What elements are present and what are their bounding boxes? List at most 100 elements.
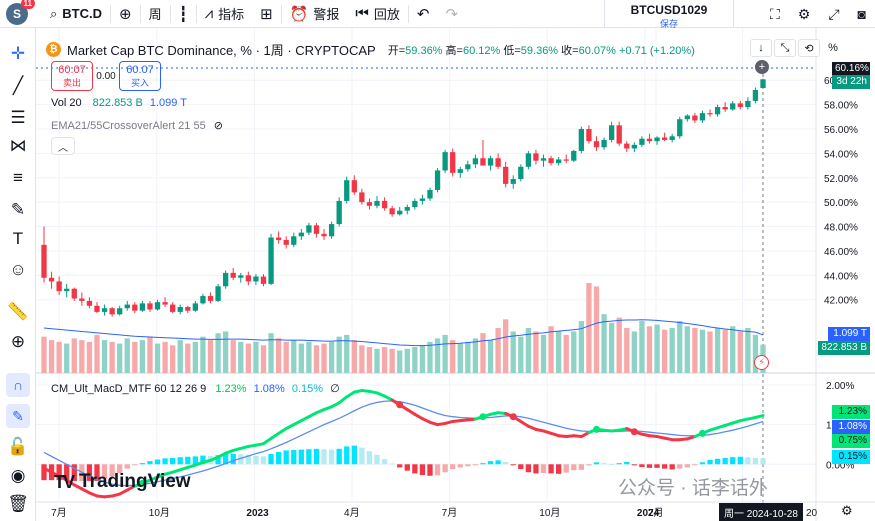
candle-body (381, 200, 388, 209)
horizontal-lines-tool[interactable]: ☰ (0, 104, 36, 132)
lightning-icon[interactable]: ⚡ (754, 355, 769, 370)
eye-off-icon[interactable]: ⊘ (213, 120, 223, 132)
magnet-tool[interactable]: ∩ (0, 371, 36, 399)
interval-button[interactable]: 周 (141, 0, 170, 28)
macd-hist-bar (117, 464, 123, 474)
crosshair-tool[interactable]: ✛ (0, 40, 36, 68)
collapse-legend-button[interactable]: ︿ (51, 137, 75, 155)
candle-body (692, 115, 698, 121)
pattern-tool[interactable]: ⋈ (0, 132, 36, 160)
last-price-tag: 60.16% (832, 62, 870, 76)
user-avatar[interactable]: S 11 (6, 0, 35, 25)
templates-button[interactable]: ⊞ (252, 0, 281, 28)
volume-bar (624, 328, 630, 373)
volume-bar (525, 328, 532, 373)
indicators-button[interactable]: ⩘ 指标 (197, 0, 252, 28)
macd-hist-bar (101, 464, 108, 479)
macd-legend[interactable]: CM_Ult_MacD_MTF 60 12 26 9 1.23% 1.08% 0… (51, 382, 340, 395)
text-tool[interactable]: T (0, 225, 36, 253)
chart-pane[interactable]: 60.00%58.00%56.00%54.00%52.00%50.00%48.0… (36, 28, 875, 521)
redo-button[interactable]: ↷ (438, 0, 467, 28)
layout-save-label: 保存 (659, 19, 678, 29)
divider (139, 4, 141, 23)
candle-body (117, 308, 123, 315)
candle-body (714, 107, 721, 115)
settings-gear-icon[interactable]: ⚙ (797, 5, 811, 22)
macd-hist-bar (238, 454, 244, 465)
candle-body (442, 152, 448, 171)
signal-value: 1.08% (253, 383, 285, 395)
indicators-icon: ⩘ (204, 5, 214, 22)
candles (41, 78, 766, 317)
volume-legend[interactable]: Vol 20 822.853 B 1.099 T (51, 97, 187, 109)
reset-icon[interactable]: ⟲ (798, 39, 820, 57)
sell-button[interactable]: 60.07 卖出 (51, 61, 93, 91)
alert-button[interactable]: ⏰ 警报 (282, 0, 348, 28)
symbol-search[interactable]: ⌕ BTC.D (42, 0, 110, 28)
ema-legend[interactable]: EMA21/55CrossoverAlert 21 55 ⊘ (51, 119, 223, 132)
volume-bar (328, 341, 335, 373)
crosshair-icon: ✛ (10, 44, 26, 63)
volume-ma-value: 1.099 T (149, 97, 187, 109)
candle-body (245, 275, 251, 282)
time-axis-label: 2023 (246, 508, 269, 519)
spread-value: 0.00 (96, 70, 116, 82)
macd-hist-bar (275, 452, 282, 465)
delete-tool[interactable]: 🗑 (0, 490, 36, 518)
axis-settings-icon[interactable]: ⚙ (841, 503, 853, 518)
candle-body (465, 164, 471, 170)
volume-bar (442, 334, 448, 373)
main-legend[interactable]: ₿ Market Cap BTC Dominance, % · 1周 · CRY… (46, 40, 695, 59)
fullscreen-icon[interactable]: ⛶ (769, 5, 780, 22)
pencil-lock-icon: ✎ (6, 404, 30, 428)
layout-save-button[interactable]: BTCUSD1029 保存 (604, 0, 734, 29)
macd-hist-bar (291, 450, 297, 465)
trend-line-tool[interactable]: ╱ (0, 72, 36, 100)
price-axis[interactable]: 60.00%58.00%56.00%54.00%52.00%50.00%48.0… (824, 76, 858, 307)
macd-hist-bar (465, 464, 471, 467)
macd-hist-bar (306, 449, 312, 465)
visibility-tool[interactable]: ◉ (0, 462, 36, 490)
node-pattern-icon: ⋈ (9, 136, 27, 155)
camera-icon[interactable]: ◙ (857, 6, 866, 22)
candle-body (556, 159, 562, 164)
maximize-icon[interactable]: ⤢ (828, 5, 840, 22)
collapse-icon[interactable]: ⤡ (774, 39, 796, 57)
brush-tool[interactable]: ✎ (0, 196, 36, 224)
buy-button[interactable]: 60.07 买入 (119, 61, 161, 91)
ohlc-values: 开=59.36% 高=60.12% 低=59.36% 收=60.07% +0.7… (388, 42, 695, 58)
emoji-tool[interactable]: ☺ (0, 256, 36, 284)
fib-tool[interactable]: ≡ (0, 164, 36, 192)
candle-body (548, 158, 554, 164)
candle-body (601, 139, 607, 148)
candle-body (480, 158, 486, 166)
percent-scale-icon[interactable]: % (822, 39, 844, 57)
chart-canvas[interactable]: 60.00%58.00%56.00%54.00%52.00%50.00%48.0… (36, 28, 875, 521)
time-axis[interactable]: 7月10月20234月7月10月20244月7月20 (51, 507, 817, 519)
macd-hist-bar (760, 458, 766, 465)
candle-body (593, 141, 600, 148)
candle-body (495, 158, 501, 167)
open-value: 59.36% (405, 44, 443, 57)
tradingview-logo[interactable]: TV TradingView (54, 471, 191, 493)
volume-bar (94, 334, 100, 373)
candle-body (571, 150, 577, 161)
lock-tool[interactable]: 🔓 (0, 433, 36, 461)
zoom-tool[interactable]: ⊕ (0, 328, 36, 356)
candle-body (503, 166, 509, 184)
ruler-tool[interactable]: 📏 (0, 298, 36, 326)
add-plus-icon[interactable]: + (755, 60, 769, 74)
compare-symbol-button[interactable]: ⊕ (111, 0, 140, 28)
macd-hist-bar (412, 464, 418, 474)
replay-button[interactable]: ⏮ 回放 (347, 0, 408, 28)
undo-button[interactable]: ↶ (409, 0, 438, 28)
top-right-icons: ⛶ ⚙ ⤢ ◙ (761, 0, 875, 28)
macd-hist-bar (510, 464, 516, 466)
volume-bar (132, 341, 138, 373)
volume-bar (616, 317, 622, 373)
macd-hist-bar (737, 456, 743, 465)
move-down-icon[interactable]: ↓ (750, 39, 772, 57)
chart-type-button[interactable]: ┇ (171, 0, 196, 28)
lock-drawing-tool[interactable]: ✎ (0, 402, 36, 430)
volume-bar (200, 336, 206, 373)
